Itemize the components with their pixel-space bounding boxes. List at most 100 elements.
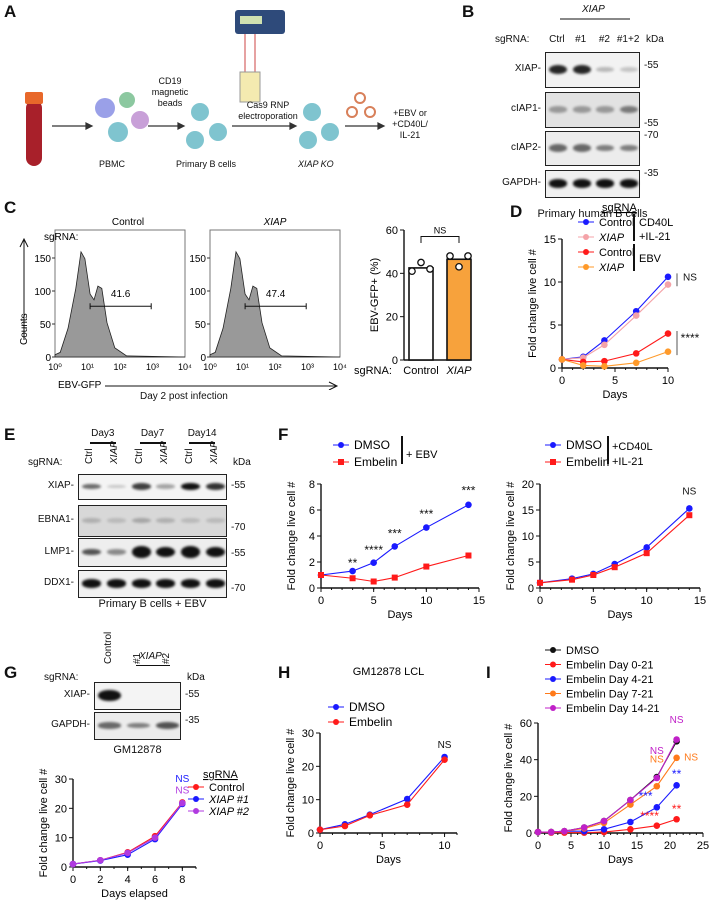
y-tick-label: 10 bbox=[55, 833, 67, 845]
text-line: beads bbox=[157, 98, 183, 108]
y-tick-label: 0 bbox=[200, 353, 206, 364]
final-label: +EBV or +CD40L/ IL-21 bbox=[386, 108, 434, 141]
legend-label: XIAP bbox=[598, 262, 625, 274]
legend-marker bbox=[550, 690, 556, 697]
data-point bbox=[653, 804, 661, 811]
data-point bbox=[441, 756, 448, 763]
kda-marker: -55 bbox=[644, 60, 659, 71]
data-point bbox=[643, 544, 650, 551]
series-embelin bbox=[537, 512, 693, 586]
day-line bbox=[89, 442, 116, 444]
legend-label: XIAP #2 bbox=[208, 806, 249, 818]
x-tick-label: 10 bbox=[662, 375, 674, 387]
data-point bbox=[600, 817, 608, 825]
x-tick-label: 0 bbox=[70, 874, 76, 886]
blot-row bbox=[545, 52, 640, 88]
x-tick-label: 15 bbox=[694, 595, 706, 607]
ko-cells-icon bbox=[299, 103, 339, 149]
data-point bbox=[601, 341, 608, 349]
legend-marker bbox=[583, 219, 589, 225]
y-tick-label: 150 bbox=[189, 254, 206, 265]
data-point bbox=[611, 564, 618, 571]
day-label: Day7 bbox=[140, 428, 165, 439]
series-xiap bbox=[558, 281, 672, 363]
data-point bbox=[686, 512, 693, 519]
data-point bbox=[423, 524, 430, 531]
legend-item: DMSO bbox=[333, 438, 390, 452]
protein-band bbox=[81, 548, 101, 556]
protein-label: cIAP2- bbox=[510, 141, 541, 153]
y-tick-label: 60 bbox=[386, 225, 398, 237]
protein-band bbox=[206, 579, 225, 588]
electroporator-icon bbox=[235, 10, 285, 103]
protein-label: EBNA1- bbox=[37, 514, 74, 525]
legend-item: Embelin bbox=[545, 455, 609, 469]
data-point bbox=[664, 273, 672, 281]
data-point bbox=[664, 348, 672, 355]
y-tick-label: 20 bbox=[522, 479, 534, 491]
virus-icon bbox=[346, 92, 376, 118]
legend-marker bbox=[583, 234, 589, 240]
y-axis-label: Fold change live cell # bbox=[505, 481, 517, 591]
group-line bbox=[560, 18, 630, 20]
kda-marker: -70 bbox=[644, 130, 659, 141]
panel-label-i: I bbox=[486, 663, 491, 682]
histogram-title: XIAP bbox=[263, 217, 287, 228]
y-tick-label: 0 bbox=[550, 363, 556, 375]
x-tick-label: 10⁴ bbox=[333, 362, 347, 372]
series-dmso bbox=[536, 505, 693, 587]
flow-histograms: Control 0 50 100 150 10⁰ 10¹ 10² 10³ 10⁴ 41.6 XIAP 0… bbox=[19, 217, 347, 390]
protein-label: LMP1- bbox=[44, 545, 74, 557]
legend-item: Embelin Day 7-21 bbox=[545, 689, 653, 701]
protein-label: XIAP- bbox=[63, 689, 90, 700]
protein-band bbox=[106, 549, 126, 555]
legend-marker bbox=[333, 704, 339, 710]
y-tick-label: 100 bbox=[34, 287, 51, 298]
panel-label-e: E bbox=[4, 425, 16, 444]
series-embelin bbox=[316, 756, 448, 833]
kda-marker: -55 bbox=[644, 118, 659, 129]
data-point bbox=[366, 812, 374, 819]
legend-marker bbox=[583, 264, 589, 270]
lane-label: #1+2 bbox=[616, 34, 640, 45]
kda-marker: -70 bbox=[231, 583, 246, 594]
chart-F1: 0 2 4 6 8 0 5 10 15 Fold change live cell # Days **… bbox=[286, 436, 485, 621]
protein-band bbox=[181, 546, 201, 558]
data-point bbox=[465, 501, 472, 509]
significance-label: **** bbox=[681, 331, 700, 345]
group-label: CD40L bbox=[639, 217, 673, 229]
protein-band bbox=[156, 546, 176, 558]
histogram-fill bbox=[54, 250, 186, 358]
protein-band bbox=[596, 106, 615, 113]
blot-caption: Primary human B cells bbox=[537, 208, 648, 220]
lane-label: #1 bbox=[575, 34, 587, 45]
x-tick-label: 5 bbox=[612, 375, 618, 387]
series-line bbox=[561, 276, 669, 360]
data-point bbox=[569, 576, 575, 583]
chart-title: GM12878 LCL bbox=[353, 666, 425, 678]
x-tick-label: 8 bbox=[179, 874, 185, 886]
y-tick-label: 20 bbox=[302, 761, 314, 773]
x-tick-label: 0 bbox=[317, 840, 323, 852]
gate-value: 47.4 bbox=[266, 289, 286, 300]
data-point bbox=[547, 828, 555, 836]
series-line bbox=[320, 554, 469, 583]
series-dmso bbox=[316, 753, 448, 833]
y-tick-label: 6 bbox=[309, 505, 315, 517]
significance-label: *** bbox=[639, 789, 653, 803]
x-tick-label: 10² bbox=[113, 362, 126, 372]
data-point bbox=[455, 262, 463, 271]
protein-label: DDX1- bbox=[43, 577, 74, 588]
arrow-label-cd19: CD19 magnetic beads bbox=[150, 76, 190, 109]
data-point bbox=[69, 860, 77, 868]
legend-item: DMSO bbox=[328, 700, 385, 714]
kda-marker: -55 bbox=[185, 689, 200, 700]
kda-label: kDa bbox=[187, 672, 205, 683]
x-tick-label: 10 bbox=[598, 840, 610, 852]
significance-label: NS bbox=[683, 272, 697, 283]
protein-band bbox=[106, 484, 126, 489]
group-label: EBV bbox=[639, 253, 662, 265]
text-line: IL-21 bbox=[399, 130, 421, 140]
legend-marker bbox=[550, 661, 556, 668]
kda-marker: -55 bbox=[231, 548, 246, 559]
